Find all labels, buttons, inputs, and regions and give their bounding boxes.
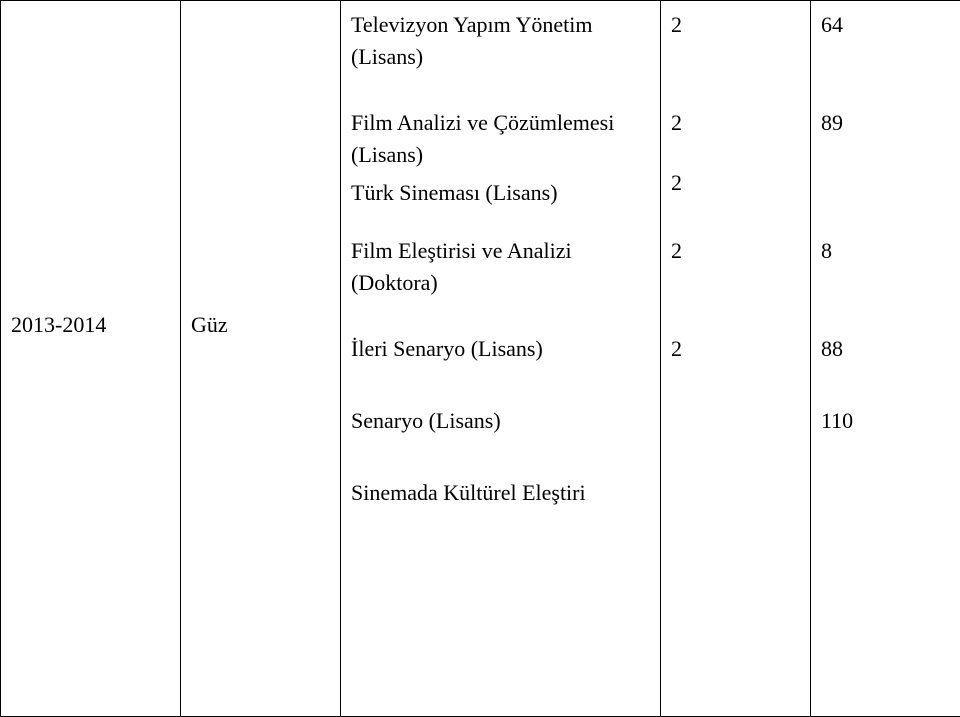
cell-col2: 64 89 8 88 110 [811,1,960,717]
film-c1a: 2 [671,107,800,139]
course-kulturel: Sinemada Kültürel Eleştiri [351,477,650,525]
adv-c2: 88 [821,333,950,381]
course-crit: Film Eleştirisi ve Analizi (Doktora) [351,235,650,309]
page: 2013-2014 Güz Televizyon Yapım Yönetim (… [0,0,960,717]
course-tv: Televizyon Yapım Yönetim (Lisans) [351,9,650,83]
course-film: Film Analizi ve Çözümlemesi (Lisans) [351,107,650,171]
year-label: 2013-2014 [1,301,180,349]
course-turk-sinema: Türk Sineması (Lisans) [351,177,650,209]
crit-c1: 2 [671,235,800,309]
cell-col1: 2 2 2 2 2 [661,1,811,717]
crit-c2: 8 [821,235,950,309]
season-label: Güz [181,301,340,349]
tv-c2: 64 [821,9,950,83]
film-c1-block: 2 2 [671,107,800,211]
sen-c2: 110 [821,405,950,453]
film-c2: 89 [821,107,950,211]
course-table: 2013-2014 Güz Televizyon Yapım Yönetim (… [0,0,960,717]
course-senaryo: Senaryo (Lisans) [351,405,650,453]
tv-c1: 2 [671,9,800,83]
course-film-block: Film Analizi ve Çözümlemesi (Lisans) Tür… [351,107,650,211]
cell-season: Güz [181,1,341,717]
film-c1b: 2 [671,167,800,199]
cell-courses: Televizyon Yapım Yönetim (Lisans) Film A… [341,1,661,717]
course-adv-senaryo: İleri Senaryo (Lisans) [351,333,650,381]
cell-year: 2013-2014 [1,1,181,717]
adv-c1: 2 [671,333,800,381]
